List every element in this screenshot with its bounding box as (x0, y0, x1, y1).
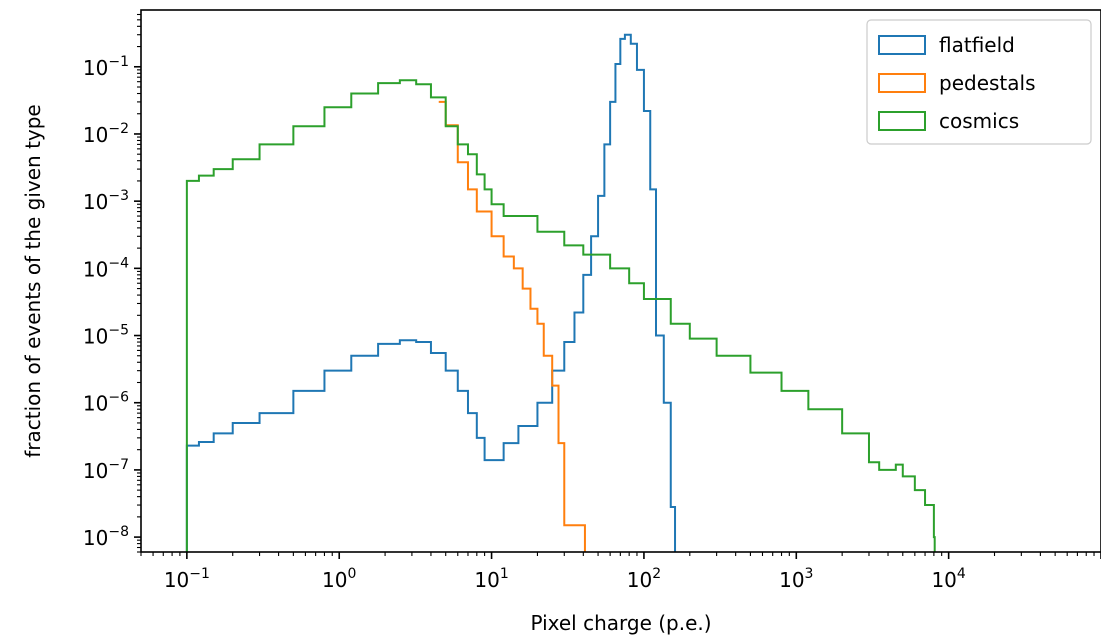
y-tick-label: 10−8 (83, 524, 129, 550)
legend: flatfield pedestals cosmics (867, 20, 1091, 144)
x-tick-label: 100 (322, 566, 356, 592)
legend-label-flatfield: flatfield (939, 33, 1015, 57)
x-axis-label: Pixel charge (p.e.) (530, 611, 711, 635)
series-line-pedestals (439, 102, 585, 592)
y-tick-label: 10−1 (83, 54, 129, 80)
y-tick-label: 10−5 (83, 323, 129, 349)
y-tick-label: 10−7 (83, 457, 129, 483)
y-tick-label: 10−4 (83, 255, 129, 281)
x-tick-label: 101 (474, 566, 508, 592)
y-axis: 10−8 10−7 10−6 10−5 10−4 10−3 10−2 10−1 (83, 14, 141, 552)
x-axis: 10−1 100 101 102 103 104 (141, 552, 1101, 592)
legend-label-pedestals: pedestals (939, 71, 1036, 95)
x-tick-label: 104 (931, 566, 965, 592)
series-line-cosmics (187, 80, 935, 592)
x-tick-label: 102 (627, 566, 661, 592)
legend-label-cosmics: cosmics (939, 109, 1019, 133)
x-tick-label: 103 (779, 566, 813, 592)
y-axis-label: fraction of events of the given type (21, 104, 45, 457)
plot-area (187, 35, 935, 592)
series-line-flatfield (187, 35, 675, 592)
y-tick-label: 10−2 (83, 121, 129, 147)
y-tick-label: 10−6 (83, 390, 129, 416)
y-tick-label: 10−3 (83, 188, 129, 214)
x-tick-label: 10−1 (164, 566, 210, 592)
